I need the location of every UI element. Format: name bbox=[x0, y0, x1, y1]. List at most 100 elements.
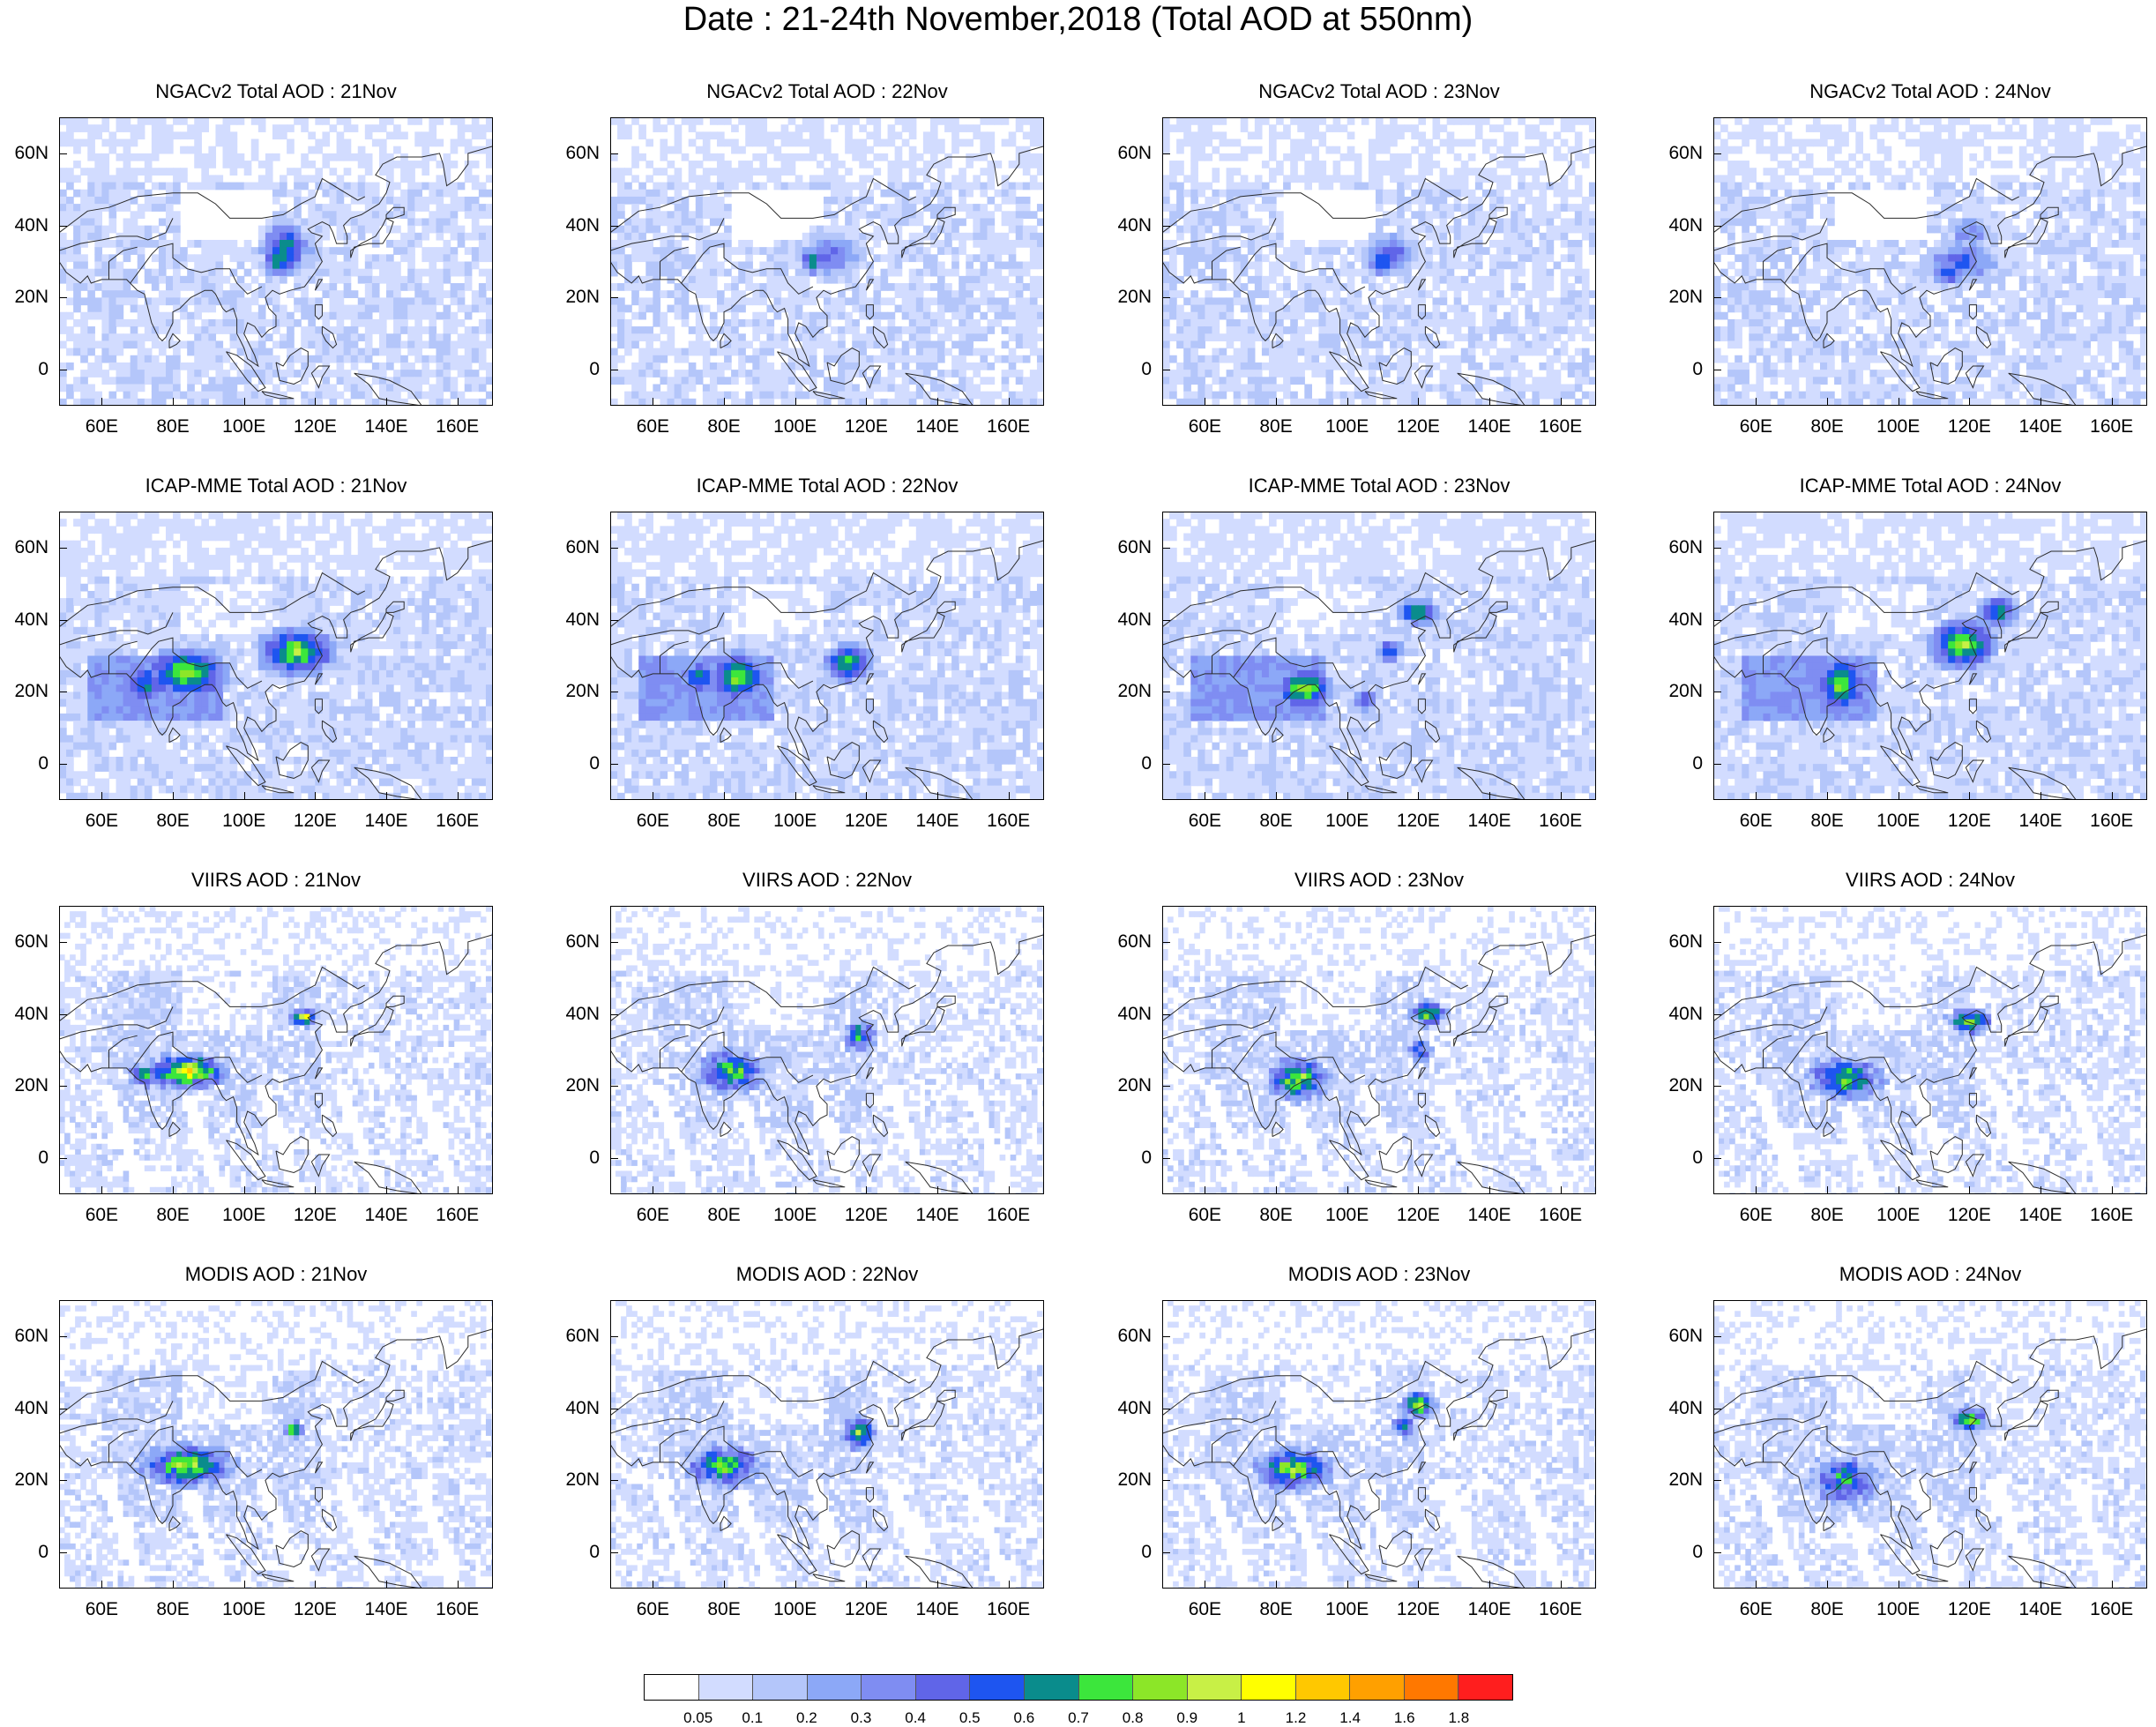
lon-tick bbox=[795, 792, 796, 800]
lat-label: 0 bbox=[547, 1148, 600, 1169]
aod-field bbox=[59, 906, 493, 1194]
coastline bbox=[826, 1530, 860, 1568]
lon-label: 140E bbox=[351, 1599, 422, 1620]
coastline bbox=[1329, 351, 1369, 392]
lat-label: 60N bbox=[1650, 1326, 1703, 1347]
coastline bbox=[1457, 1161, 1526, 1194]
coastline bbox=[777, 351, 817, 392]
coastline bbox=[901, 217, 945, 258]
lon-label: 80E bbox=[1792, 1205, 1862, 1226]
lon-label: 140E bbox=[902, 1599, 973, 1620]
colorbar-label: 1.2 bbox=[1274, 1709, 1318, 1727]
coastline bbox=[59, 1006, 174, 1040]
lon-tick bbox=[1347, 398, 1348, 406]
colorbar-swatch bbox=[1242, 1675, 1296, 1700]
lat-tick bbox=[1162, 297, 1170, 299]
coastline bbox=[130, 243, 263, 295]
coastline bbox=[314, 1067, 324, 1080]
coastline bbox=[1488, 995, 1508, 1007]
aod-field bbox=[1162, 1300, 1596, 1589]
coastline bbox=[1784, 1425, 1917, 1477]
lon-tick bbox=[457, 398, 459, 406]
lon-tick bbox=[866, 792, 868, 800]
coastline bbox=[1417, 304, 1426, 320]
lon-label: 80E bbox=[1241, 416, 1311, 437]
coastline bbox=[59, 612, 174, 646]
lat-tick bbox=[1713, 941, 1721, 943]
coastline bbox=[168, 1121, 181, 1138]
coastline bbox=[1329, 1140, 1369, 1181]
coastline bbox=[865, 1067, 875, 1080]
coastline bbox=[310, 1154, 331, 1178]
coastline bbox=[865, 1093, 874, 1109]
coastline bbox=[1417, 1487, 1426, 1503]
lon-label: 80E bbox=[138, 416, 208, 437]
coastline bbox=[1233, 1031, 1366, 1083]
coastline bbox=[1929, 742, 1963, 780]
lat-tick bbox=[1162, 153, 1170, 154]
lat-tick bbox=[59, 619, 67, 621]
coastline bbox=[1378, 1530, 1412, 1568]
lon-label: 140E bbox=[351, 416, 422, 437]
coastline bbox=[865, 699, 874, 714]
coastline bbox=[2008, 766, 2077, 800]
lon-tick bbox=[795, 1186, 796, 1194]
coastline bbox=[1162, 146, 1596, 368]
coastline bbox=[1763, 1429, 1792, 1462]
coastline bbox=[226, 1140, 266, 1181]
lon-tick bbox=[1489, 792, 1491, 800]
coastline bbox=[901, 611, 945, 653]
colorbar-label: 0.9 bbox=[1165, 1709, 1209, 1727]
lon-label: 160E bbox=[422, 1599, 493, 1620]
lat-label: 60N bbox=[0, 931, 48, 953]
coastline bbox=[130, 637, 263, 689]
coastline bbox=[812, 391, 846, 400]
lon-label: 120E bbox=[1383, 416, 1453, 437]
coastline bbox=[354, 766, 422, 800]
lat-label: 40N bbox=[547, 215, 600, 236]
aod-field bbox=[610, 512, 1044, 800]
coastline bbox=[321, 325, 338, 349]
colorbar-swatch bbox=[645, 1675, 699, 1700]
coastline bbox=[1364, 391, 1398, 400]
coastline bbox=[610, 177, 917, 234]
lon-label: 100E bbox=[1312, 1599, 1383, 1620]
lat-tick bbox=[59, 225, 67, 227]
coastline bbox=[610, 572, 917, 628]
coastline bbox=[660, 640, 689, 674]
lon-label: 120E bbox=[831, 416, 901, 437]
coastline bbox=[720, 1515, 732, 1532]
colorbar-swatch bbox=[1078, 1675, 1134, 1700]
coastline bbox=[1162, 540, 1596, 762]
aod-map-modis-22 bbox=[610, 1300, 1044, 1589]
lon-tick bbox=[101, 398, 103, 406]
lon-tick bbox=[101, 1581, 103, 1589]
lon-label: 100E bbox=[209, 1599, 280, 1620]
lat-label: 0 bbox=[0, 1542, 48, 1563]
coastline bbox=[1378, 742, 1412, 780]
coastline bbox=[1488, 206, 1508, 219]
coastline bbox=[1965, 759, 1985, 783]
lat-tick bbox=[610, 225, 618, 227]
coastline bbox=[314, 1487, 323, 1503]
coastline bbox=[1162, 1401, 1277, 1434]
aod-colorbar bbox=[644, 1674, 1513, 1701]
coastline bbox=[865, 673, 875, 685]
lat-tick bbox=[610, 297, 618, 299]
coastline bbox=[1424, 1114, 1441, 1138]
coastline bbox=[314, 1093, 323, 1109]
coastline bbox=[777, 1140, 817, 1181]
lon-tick bbox=[795, 398, 796, 406]
coastline bbox=[1272, 727, 1284, 744]
lon-label: 80E bbox=[689, 811, 759, 832]
lon-tick bbox=[1969, 792, 1971, 800]
coastline bbox=[1233, 1425, 1366, 1477]
aod-field bbox=[1713, 117, 2147, 406]
panel-title: NGACv2 Total AOD : 24Nov bbox=[1666, 80, 2156, 103]
aod-field bbox=[610, 1300, 1044, 1589]
lat-label: 0 bbox=[1099, 359, 1152, 380]
lon-label: 100E bbox=[760, 811, 831, 832]
coastline bbox=[261, 391, 295, 400]
aod-field bbox=[1713, 906, 2147, 1194]
lon-label: 60E bbox=[1720, 811, 1791, 832]
